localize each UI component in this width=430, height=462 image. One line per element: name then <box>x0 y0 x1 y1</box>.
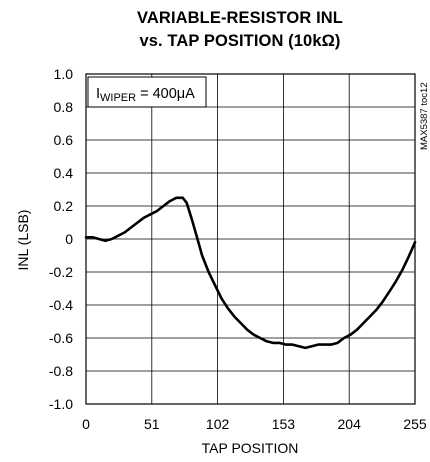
y-tick-label: -0.2 <box>49 264 73 280</box>
y-tick-label: 0.8 <box>54 99 74 115</box>
y-tick-label: -0.4 <box>49 297 73 313</box>
x-tick-label: 153 <box>272 416 296 432</box>
y-tick-label: 0.6 <box>54 132 74 148</box>
inl-curve <box>84 196 417 350</box>
y-tick-label: -0.8 <box>49 363 73 379</box>
chart-title-line1: VARIABLE-RESISTOR INL <box>137 9 343 27</box>
watermark: MAX5387 toc12 <box>419 82 430 150</box>
x-tick-label: 102 <box>206 416 230 432</box>
y-tick-label: -0.6 <box>49 330 73 346</box>
y-tick-label: -1.0 <box>49 396 73 412</box>
x-tick-label: 204 <box>338 416 362 432</box>
x-tick-label: 0 <box>82 416 90 432</box>
y-tick-label: 0.4 <box>54 165 74 181</box>
x-tick-labels: 0 51 102 153 204 255 <box>82 416 427 432</box>
x-tick-label: 255 <box>403 416 427 432</box>
grid <box>85 73 416 405</box>
y-tick-labels: 1.0 0.8 0.6 0.4 0.2 0 -0.2 -0.4 -0.6 -0.8 -1.0 <box>49 66 73 412</box>
y-tick-label: 0.2 <box>54 198 74 214</box>
annotation-box <box>87 76 207 108</box>
wiper-current-annotation: IWIPER = 400μA <box>96 86 195 104</box>
chart-title-line2: vs. TAP POSITION (10kΩ) <box>139 32 341 50</box>
plot-frame <box>85 73 416 405</box>
y-tick-label: 0 <box>65 231 73 247</box>
y-tick-label: 1.0 <box>54 66 74 82</box>
x-tick-label: 51 <box>144 416 160 432</box>
y-axis-label: INL (LSB) <box>15 210 31 271</box>
x-axis-label: TAP POSITION <box>202 440 299 456</box>
